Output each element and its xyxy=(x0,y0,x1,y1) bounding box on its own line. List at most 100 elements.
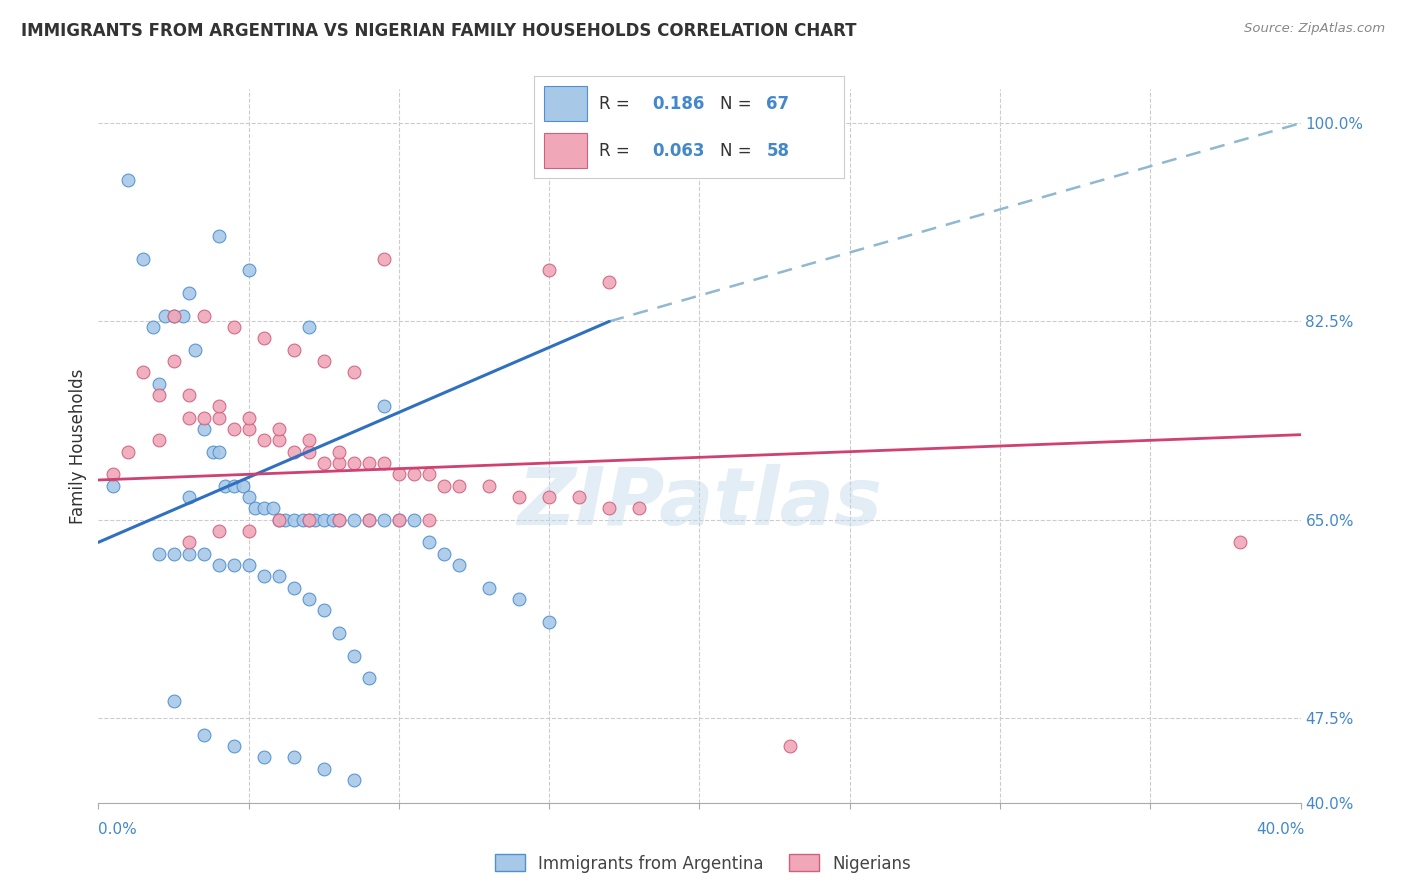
Point xyxy=(478,581,501,595)
Point xyxy=(357,513,380,527)
Point xyxy=(117,444,139,458)
Text: R =: R = xyxy=(599,142,636,160)
Point xyxy=(132,252,155,266)
Point xyxy=(478,478,501,492)
Point xyxy=(274,513,297,527)
Point xyxy=(177,490,200,504)
Point xyxy=(193,309,215,323)
Point xyxy=(433,547,456,561)
Point xyxy=(357,671,380,685)
Point xyxy=(238,490,260,504)
Text: R =: R = xyxy=(599,95,636,112)
Point xyxy=(447,558,470,572)
Point xyxy=(298,513,321,527)
Point xyxy=(201,444,224,458)
Point xyxy=(238,422,260,436)
Point xyxy=(343,648,366,663)
Point xyxy=(402,513,425,527)
Point xyxy=(183,343,205,357)
Point xyxy=(343,365,366,379)
Point xyxy=(402,467,425,482)
Text: 0.063: 0.063 xyxy=(652,142,704,160)
Point xyxy=(267,513,290,527)
Point xyxy=(177,286,200,301)
Point xyxy=(208,558,231,572)
Point xyxy=(343,773,366,788)
Point xyxy=(208,400,231,414)
Point xyxy=(267,434,290,448)
Point xyxy=(418,467,440,482)
Point xyxy=(357,456,380,470)
Point xyxy=(538,263,561,277)
Point xyxy=(193,728,215,742)
Point xyxy=(373,456,395,470)
Point xyxy=(177,547,200,561)
Point xyxy=(312,354,335,368)
Point xyxy=(193,410,215,425)
Point xyxy=(328,513,350,527)
Point xyxy=(208,444,231,458)
Point xyxy=(177,388,200,402)
Point xyxy=(779,739,801,754)
Point xyxy=(208,524,231,538)
FancyBboxPatch shape xyxy=(544,87,586,121)
Point xyxy=(253,501,276,516)
Point xyxy=(222,558,245,572)
Text: ZIPatlas: ZIPatlas xyxy=(517,464,882,542)
Point xyxy=(222,320,245,334)
Point xyxy=(283,581,305,595)
Point xyxy=(162,309,184,323)
Point xyxy=(298,444,321,458)
Text: N =: N = xyxy=(720,95,756,112)
Point xyxy=(148,388,170,402)
Point xyxy=(132,365,155,379)
Text: 40.0%: 40.0% xyxy=(1257,822,1305,837)
Point xyxy=(253,750,276,764)
Point xyxy=(298,591,321,606)
Point xyxy=(253,569,276,583)
Point xyxy=(312,456,335,470)
Point xyxy=(232,478,254,492)
Point xyxy=(312,513,335,527)
Text: IMMIGRANTS FROM ARGENTINA VS NIGERIAN FAMILY HOUSEHOLDS CORRELATION CHART: IMMIGRANTS FROM ARGENTINA VS NIGERIAN FA… xyxy=(21,22,856,40)
Point xyxy=(418,513,440,527)
Point xyxy=(568,490,591,504)
Point xyxy=(328,513,350,527)
Point xyxy=(238,263,260,277)
Point xyxy=(322,513,344,527)
Point xyxy=(103,478,125,492)
Point xyxy=(283,444,305,458)
Point xyxy=(433,478,456,492)
Point xyxy=(208,410,231,425)
Point xyxy=(103,467,125,482)
Point xyxy=(283,513,305,527)
Point xyxy=(357,513,380,527)
Point xyxy=(153,309,176,323)
Point xyxy=(283,750,305,764)
Point xyxy=(267,422,290,436)
Point xyxy=(447,478,470,492)
Text: 58: 58 xyxy=(766,142,789,160)
Point xyxy=(418,535,440,549)
Point xyxy=(162,309,184,323)
FancyBboxPatch shape xyxy=(544,133,586,168)
Point xyxy=(262,501,284,516)
Point xyxy=(388,513,411,527)
Point xyxy=(328,444,350,458)
Point xyxy=(328,456,350,470)
Point xyxy=(193,547,215,561)
Point xyxy=(162,547,184,561)
Point xyxy=(193,422,215,436)
Point xyxy=(117,173,139,187)
Point xyxy=(148,376,170,391)
Point xyxy=(508,591,530,606)
Point xyxy=(238,558,260,572)
Point xyxy=(283,343,305,357)
Point xyxy=(304,513,326,527)
Point xyxy=(222,422,245,436)
Point xyxy=(598,501,620,516)
Point xyxy=(343,456,366,470)
Point xyxy=(267,569,290,583)
Point xyxy=(373,513,395,527)
Point xyxy=(177,410,200,425)
